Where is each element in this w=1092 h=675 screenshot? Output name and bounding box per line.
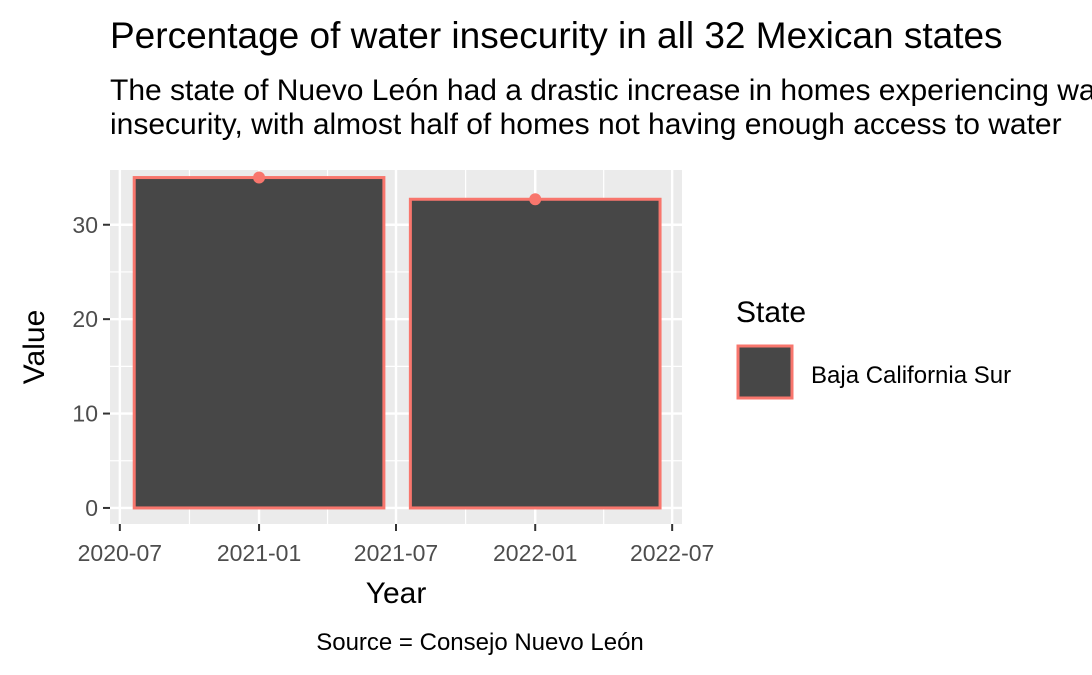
legend: State Baja California Sur [736,296,1011,400]
points [253,171,542,206]
bar [408,197,662,510]
source-caption: Source = Consejo Nuevo León [316,629,644,656]
x-tick-label: 2021-07 [354,540,438,566]
subtitle-line-1: The state of Nuevo León had a drastic in… [110,74,1092,107]
legend-label: Baja California Sur [811,362,1011,389]
x-tick-label: 2022-01 [493,540,577,566]
legend-key [736,344,794,400]
y-tick-label: 10 [72,401,98,427]
x-tick-label: 2022-07 [630,540,714,566]
x-tick-label: 2021-01 [217,540,301,566]
y-axis-title: Value [18,310,51,385]
chart-title: Percentage of water insecurity in all 32… [110,15,1003,56]
data-point [529,193,542,206]
y-tick-label: 20 [72,306,98,332]
x-axis: 2020-07 2021-01 2021-07 2022-01 2022-07 [78,524,714,566]
x-tick-label: 2020-07 [78,540,162,566]
legend-title: State [736,296,806,329]
y-tick-label: 0 [85,495,98,521]
chart-subtitle: The state of Nuevo León had a drastic in… [110,74,1092,142]
bar [132,176,386,510]
bars [132,176,662,510]
subtitle-line-2: insecurity, with almost half of homes no… [110,108,1062,141]
x-axis-title: Year [366,577,427,610]
y-tick-label: 30 [72,212,98,238]
y-axis: 0 10 20 30 [72,212,110,521]
data-point [253,171,266,184]
